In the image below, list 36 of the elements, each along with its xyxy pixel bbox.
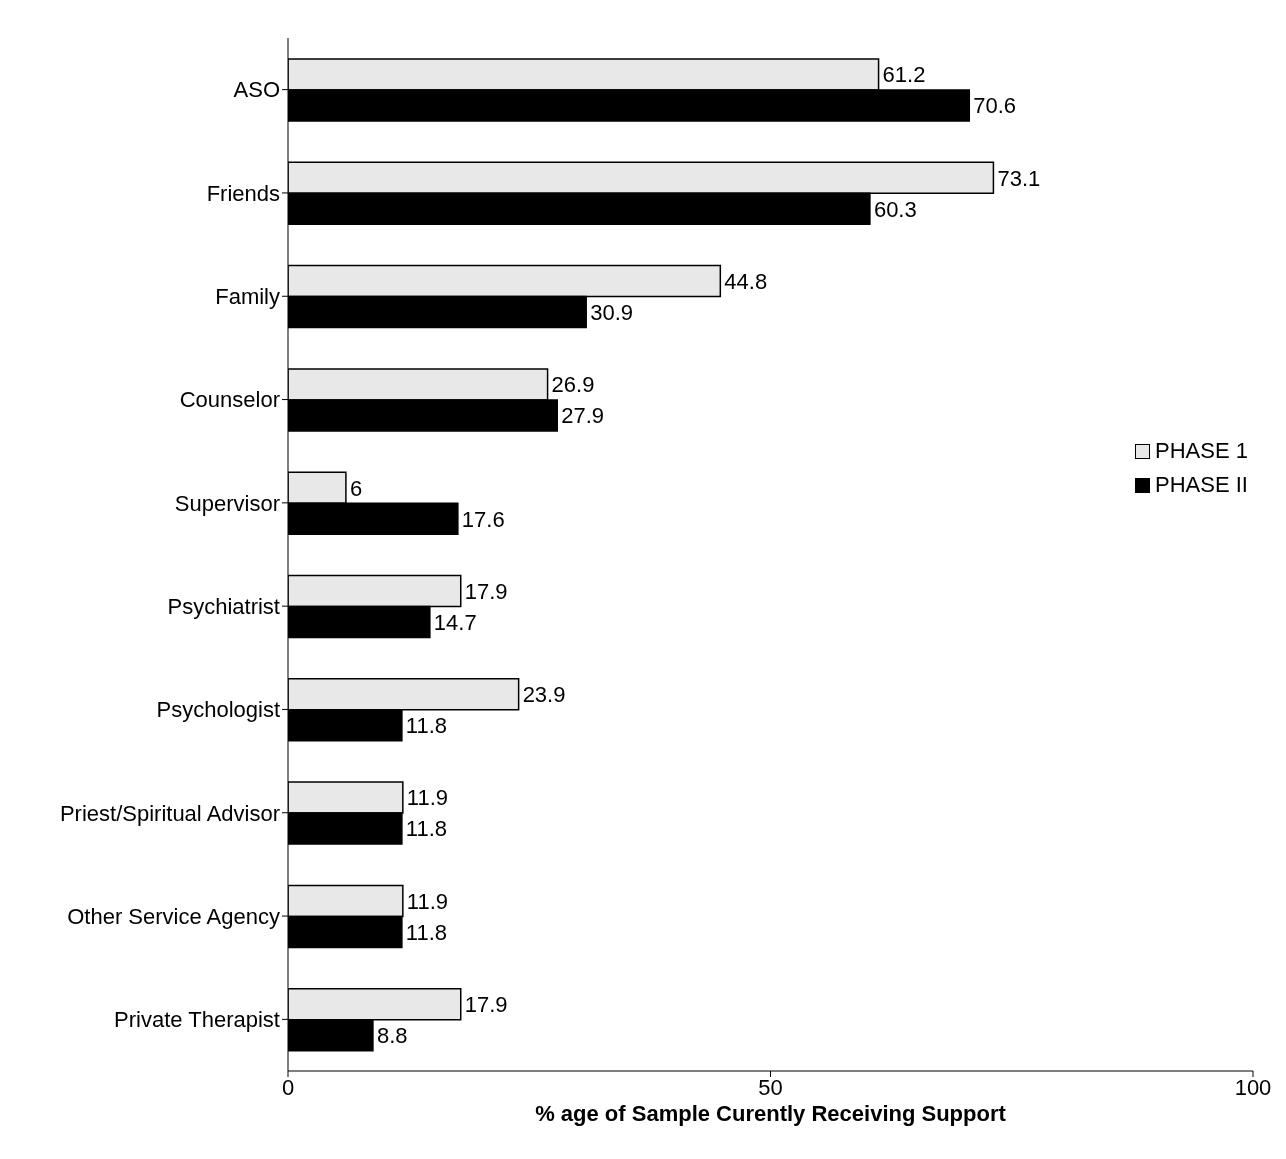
y-tick-label: Psychiatrist bbox=[167, 593, 280, 619]
data-label: 73.1 bbox=[997, 165, 1041, 191]
data-label: 17.9 bbox=[464, 578, 508, 604]
data-label: 11.8 bbox=[405, 816, 448, 842]
data-label: 17.9 bbox=[464, 992, 508, 1018]
data-label: 11.8 bbox=[405, 713, 448, 739]
data-label: 11.8 bbox=[405, 919, 448, 945]
data-label: 11.9 bbox=[406, 785, 449, 811]
y-tick-label: Other Service Agency bbox=[67, 903, 280, 929]
data-label: 30.9 bbox=[590, 299, 634, 325]
data-label: 27.9 bbox=[561, 403, 605, 429]
data-label: 11.9 bbox=[406, 888, 449, 914]
x-tick-label: 50 bbox=[758, 1074, 783, 1100]
y-tick-label: Supervisor bbox=[174, 490, 280, 516]
data-label: 44.8 bbox=[724, 268, 768, 294]
data-label: 14.7 bbox=[433, 609, 477, 635]
y-tick-label: Friends bbox=[206, 180, 280, 206]
data-label: 26.9 bbox=[551, 372, 595, 398]
x-tick-label: 100 bbox=[1234, 1074, 1272, 1100]
y-tick-label: Private Therapist bbox=[114, 1007, 280, 1033]
y-tick-label: ASO bbox=[233, 77, 280, 103]
data-label: 23.9 bbox=[522, 682, 566, 708]
data-label: 6 bbox=[349, 475, 363, 501]
legend-label: PHASE 1 bbox=[1155, 438, 1248, 464]
x-axis-title: % age of Sample Curently Receiving Support bbox=[534, 1101, 1007, 1127]
y-tick-label: Priest/Spiritual Advisor bbox=[59, 800, 280, 826]
data-label: 8.8 bbox=[376, 1023, 408, 1049]
data-label: 17.6 bbox=[461, 506, 505, 532]
data-label: 70.6 bbox=[973, 93, 1017, 119]
y-tick-label: Family bbox=[215, 284, 280, 310]
data-label: 60.3 bbox=[873, 196, 917, 222]
data-label: 61.2 bbox=[882, 62, 926, 88]
y-tick-label: Counselor bbox=[179, 387, 280, 413]
y-tick-label: Psychologist bbox=[156, 697, 280, 723]
legend-label: PHASE II bbox=[1155, 472, 1248, 498]
x-tick-label: 0 bbox=[281, 1074, 295, 1100]
